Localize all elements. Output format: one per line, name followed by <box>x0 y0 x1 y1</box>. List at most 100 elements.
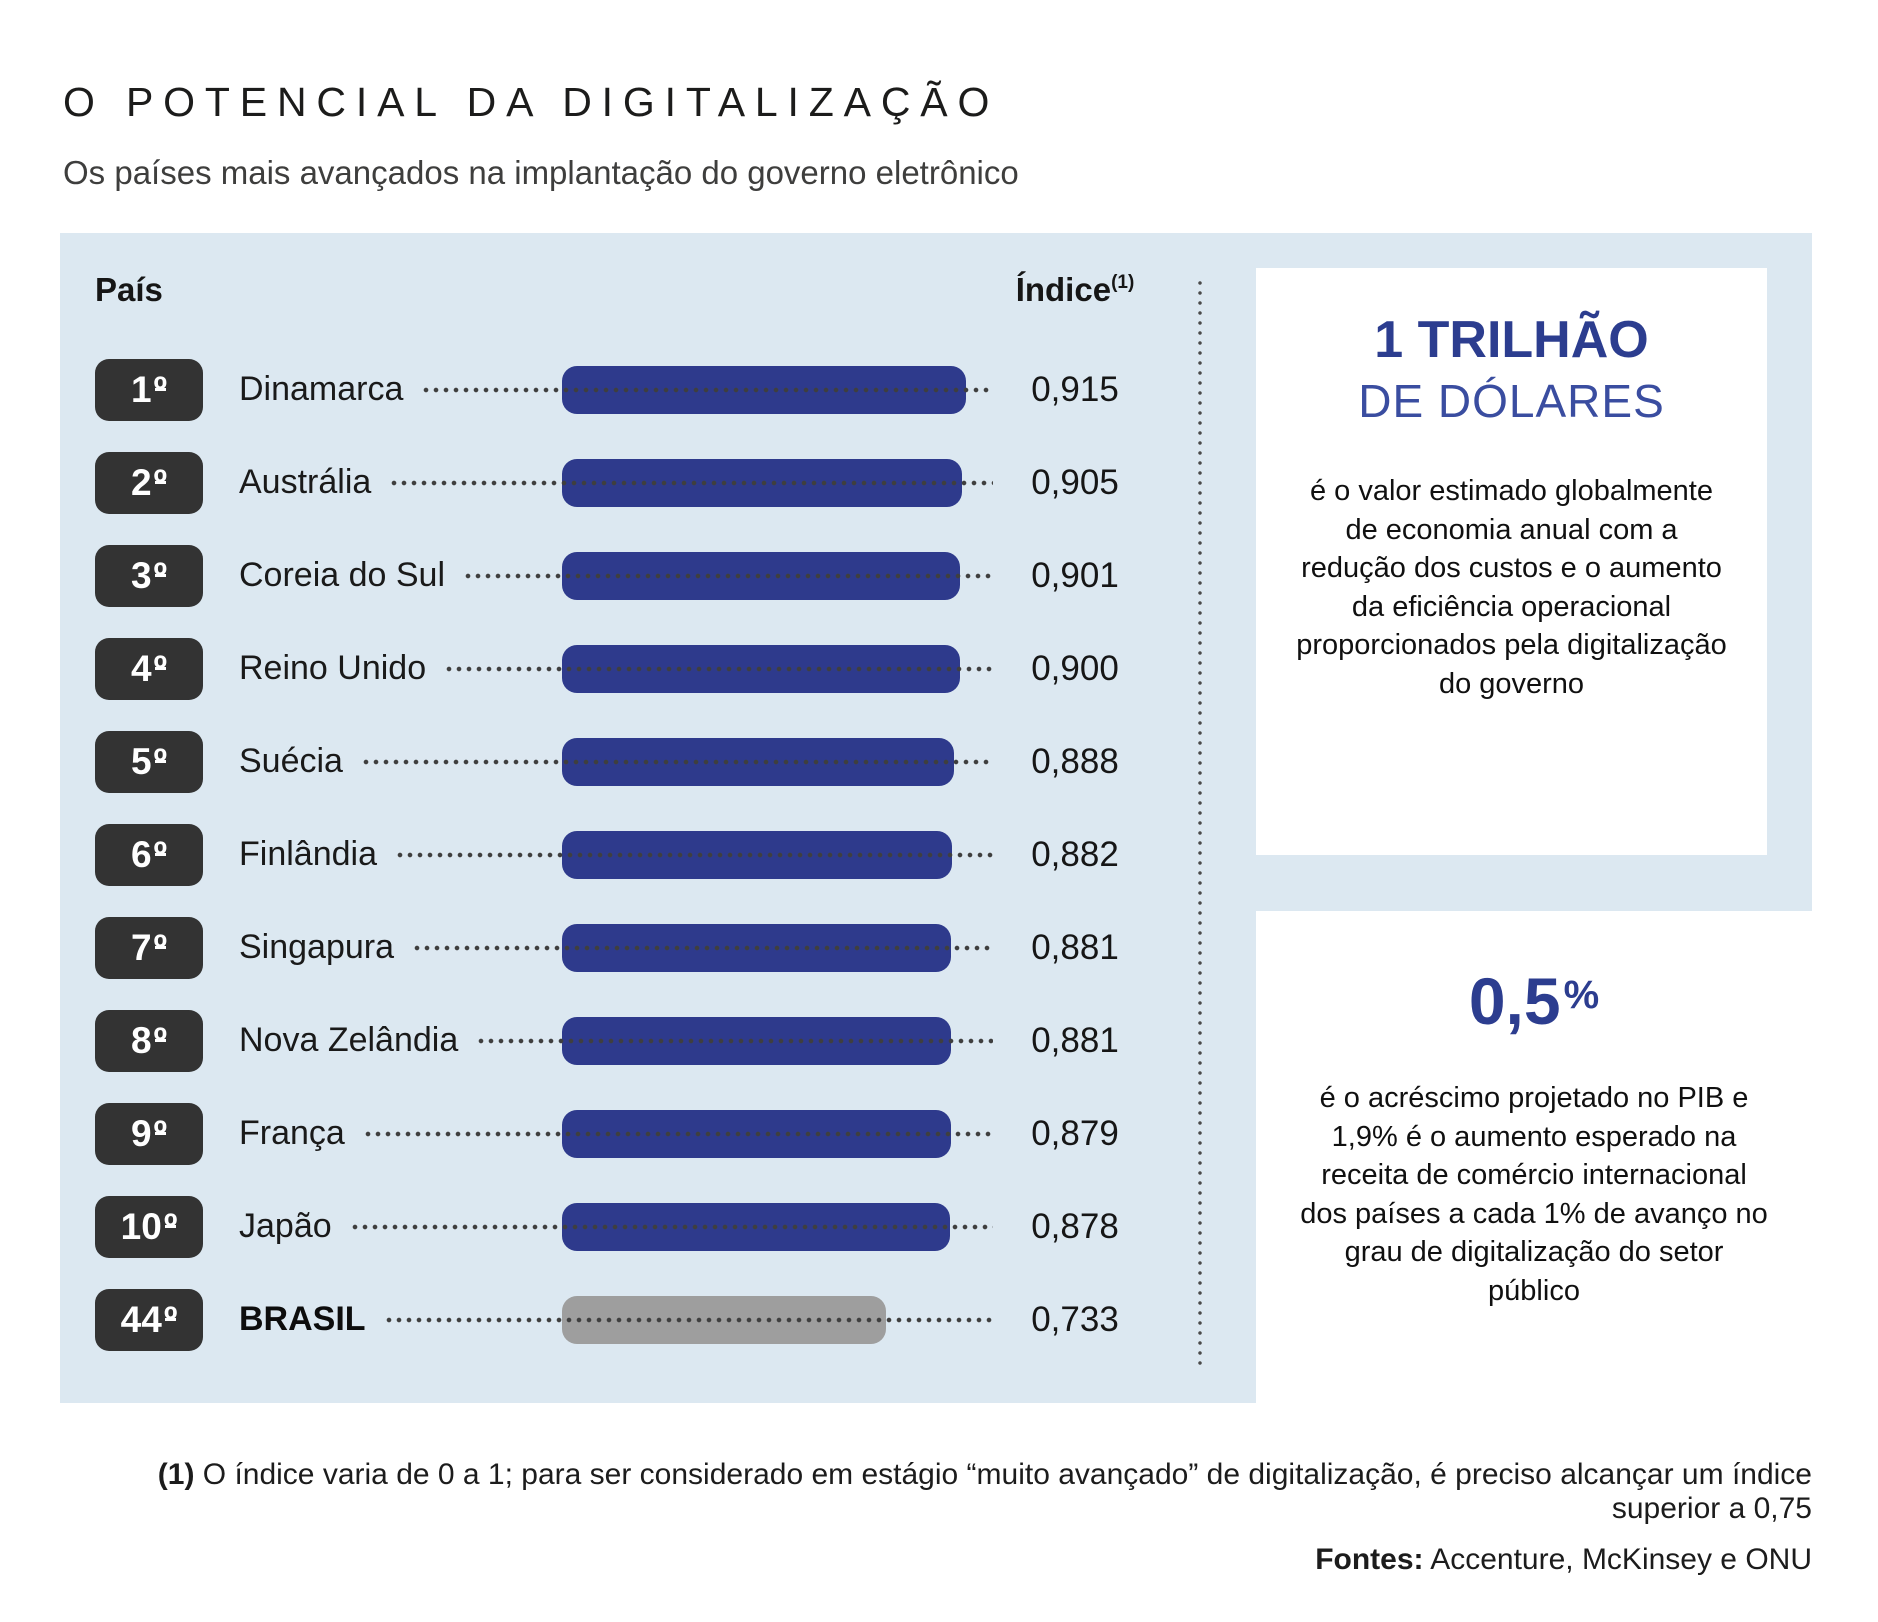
callout-body: é o valor estimado globalmente de econom… <box>1296 475 1727 700</box>
ordinal-indicator: º <box>153 926 168 968</box>
callout-headline: 0,5% <box>1256 963 1812 1039</box>
callout-body: é o acréscimo projetado no PIB e 1,9% é … <box>1300 1082 1768 1307</box>
vertical-dotted-divider <box>1198 278 1202 1366</box>
page-subtitle: Os países mais avançados na implantação … <box>63 154 1019 191</box>
footnote: (1) O índice varia de 0 a 1; para ser co… <box>132 1458 1812 1577</box>
country-label: BRASIL <box>239 1300 366 1338</box>
country-label: Nova Zelândia <box>239 1021 459 1059</box>
callout-trillion-card: 1 TRILHÃO DE DÓLARES é o valor estimado … <box>1256 268 1767 855</box>
callout-gdp-card: 0,5% é o acréscimo projetado no PIB e 1,… <box>1256 911 1812 1403</box>
leader-dots <box>389 479 993 486</box>
rank-number: 9 <box>130 1112 152 1154</box>
country-label: Finlândia <box>239 835 377 873</box>
ordinal-indicator: º <box>153 647 168 689</box>
leader-dots <box>362 1130 993 1137</box>
footnote-text: O índice varia de 0 a 1; para ser consid… <box>194 1458 1812 1525</box>
ordinal-indicator: º <box>153 1112 168 1154</box>
leader-dots <box>360 758 993 765</box>
callout-headline-number: 0,5 <box>1468 964 1561 1038</box>
callout-subheadline: DE DÓLARES <box>1358 375 1665 427</box>
country-label: Dinamarca <box>239 370 404 408</box>
callout-headline: 1 TRILHÃO <box>1374 311 1649 369</box>
sources-text: Accenture, McKinsey e ONU <box>1423 1543 1812 1576</box>
index-value: 0,888 <box>1031 741 1119 781</box>
footnote-marker: (1) <box>157 1458 195 1491</box>
country-label: França <box>239 1114 345 1152</box>
percent-sign: % <box>1563 973 1600 1017</box>
rank-number: 10 <box>120 1205 162 1247</box>
footnote-reference: (1) <box>1111 272 1135 293</box>
index-value: 0,900 <box>1031 648 1119 688</box>
ordinal-indicator: º <box>153 461 168 503</box>
rank-badge: 10 º <box>95 1195 203 1258</box>
ordinal-indicator: º <box>153 368 168 410</box>
leader-dots <box>394 851 993 858</box>
country-label: Japão <box>239 1207 332 1245</box>
leader-dots <box>349 1223 993 1230</box>
rank-number: 5 <box>130 740 152 782</box>
index-header-label: Índice <box>1015 271 1112 308</box>
ordinal-indicator: º <box>153 740 168 782</box>
page-title: O POTENCIAL DA DIGITALIZAÇÃO <box>63 79 1000 126</box>
sources-label: Fontes: <box>1315 1543 1424 1576</box>
table-row: 10 º Japão 0,878 <box>60 1180 1145 1273</box>
leader-dots <box>444 665 993 672</box>
rank-number: 3 <box>130 554 152 596</box>
index-value: 0,881 <box>1031 1020 1119 1060</box>
rank-number: 4 <box>130 647 152 689</box>
index-value: 0,905 <box>1031 462 1119 502</box>
index-value: 0,878 <box>1031 1206 1119 1246</box>
ordinal-indicator: º <box>153 554 168 596</box>
ordinal-indicator: º <box>153 833 168 875</box>
footnote-line: (1) O índice varia de 0 a 1; para ser co… <box>132 1458 1812 1526</box>
index-value: 0,882 <box>1031 834 1119 874</box>
rank-number: 8 <box>130 1019 152 1061</box>
index-value: 0,733 <box>1031 1299 1119 1339</box>
index-column-header: Índice(1) <box>985 271 1165 309</box>
index-value: 0,901 <box>1031 555 1119 595</box>
ordinal-indicator: º <box>153 1019 168 1061</box>
index-value: 0,881 <box>1031 927 1119 967</box>
sources-line: Fontes: Accenture, McKinsey e ONU <box>132 1543 1812 1577</box>
rank-number: 44 <box>120 1298 162 1340</box>
leader-dots <box>421 386 993 393</box>
country-label: Suécia <box>239 742 343 780</box>
country-label: Austrália <box>239 463 372 501</box>
leader-dots <box>412 944 993 951</box>
rank-number: 6 <box>130 833 152 875</box>
rank-number: 1 <box>130 368 152 410</box>
table-row: 44 º BRASIL 0,733 <box>60 1273 1145 1366</box>
ordinal-indicator: º <box>163 1298 178 1340</box>
ordinal-indicator: º <box>163 1205 178 1247</box>
index-value: 0,915 <box>1031 369 1119 409</box>
leader-dots <box>476 1037 993 1044</box>
leader-dots <box>383 1316 993 1323</box>
rank-number: 7 <box>130 926 152 968</box>
country-label: Singapura <box>239 928 395 966</box>
rank-number: 2 <box>130 461 152 503</box>
country-label: Coreia do Sul <box>239 556 446 594</box>
leader-dots <box>463 572 993 579</box>
country-label: Reino Unido <box>239 649 427 687</box>
rank-badge: 44 º <box>95 1288 203 1351</box>
index-value: 0,879 <box>1031 1113 1119 1153</box>
